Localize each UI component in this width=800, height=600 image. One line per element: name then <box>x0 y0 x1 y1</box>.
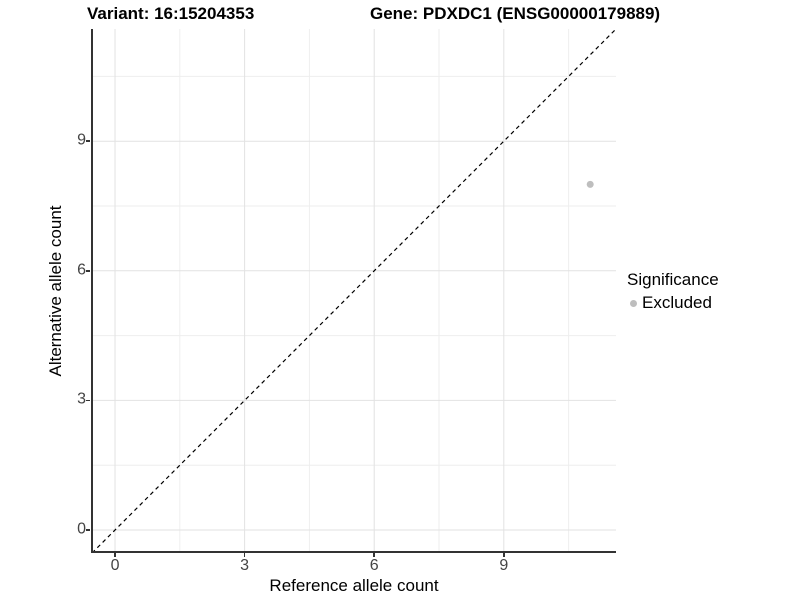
legend: Significance Excluded <box>627 270 719 313</box>
axis-tick-mark <box>86 399 90 402</box>
excluded-point-icon <box>630 299 637 307</box>
y-axis-label: Alternative allele count <box>46 205 65 377</box>
x-tick-label: 0 <box>110 557 120 574</box>
data-point <box>586 180 594 188</box>
plot-canvas <box>91 29 616 553</box>
x-axis-label: Reference allele count <box>269 576 439 595</box>
y-tick-label: 3 <box>77 391 86 409</box>
axis-tick-mark <box>86 270 90 272</box>
axis-tick-mark <box>503 553 505 557</box>
legend-title: Significance <box>627 270 719 289</box>
x-tick-label: 6 <box>369 557 379 574</box>
axis-tick-mark <box>114 553 116 557</box>
gene-title: Gene: PDXDC1 (ENSG00000179889) <box>370 4 661 23</box>
axis-tick-mark <box>86 140 90 142</box>
y-tick-label: 9 <box>77 131 86 149</box>
legend-item-excluded: Excluded <box>627 293 719 313</box>
plot-panel <box>91 29 616 553</box>
axis-tick-mark <box>373 553 375 557</box>
identity-line <box>91 29 616 553</box>
x-tick-label: 9 <box>499 557 509 574</box>
legend-item-label: Excluded <box>642 293 712 312</box>
y-tick-label: 6 <box>77 261 86 279</box>
variant-title: Variant: 16:15204353 <box>87 4 255 23</box>
y-tick-label: 0 <box>77 520 86 538</box>
axis-tick-mark <box>86 529 90 531</box>
axis-tick-mark <box>243 553 246 557</box>
x-tick-label: 3 <box>240 557 250 574</box>
